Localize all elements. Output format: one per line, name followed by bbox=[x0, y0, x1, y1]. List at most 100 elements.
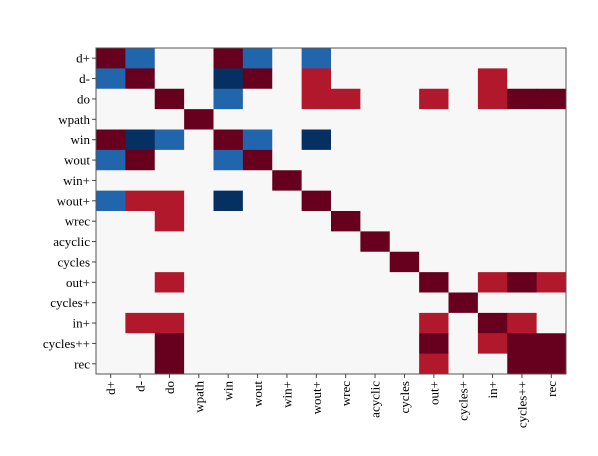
heatmap-cell-acyclic-cycles+ bbox=[448, 231, 479, 253]
heatmap-cell-wpath-out+ bbox=[419, 109, 449, 130]
heatmap-cell-cycles+-d- bbox=[125, 292, 156, 314]
heatmap-cell-in+-rec bbox=[536, 312, 567, 334]
heatmap-cell-acyclic-rec bbox=[536, 231, 567, 253]
heatmap-cell-wout-win+ bbox=[272, 149, 303, 171]
heatmap-cell-out+-cycles bbox=[389, 272, 420, 293]
heatmap-cell-win-d+ bbox=[96, 129, 126, 151]
heatmap-cell-wrec-cycles++ bbox=[507, 211, 538, 232]
x-tick-label-rec: rec bbox=[544, 381, 559, 397]
heatmap-cell-win-do bbox=[154, 129, 185, 151]
heatmap-cell-cycles+-rec bbox=[536, 292, 567, 314]
heatmap-cell-rec-cycles+ bbox=[448, 353, 479, 375]
heatmap-cell-wout-out+ bbox=[419, 149, 449, 171]
heatmap-cell-wout+-rec bbox=[536, 190, 567, 212]
heatmap-cell-d+-cycles bbox=[389, 48, 420, 69]
heatmap-cell-win+-do bbox=[154, 170, 185, 192]
heatmap-cell-out+-wout+ bbox=[301, 272, 332, 293]
heatmap-cell-d--win+ bbox=[272, 68, 303, 90]
y-tick-label-acyclic: acyclic bbox=[53, 234, 90, 249]
x-tick-label-win: win bbox=[221, 381, 236, 401]
heatmap-cell-cycles++-do bbox=[154, 333, 185, 355]
heatmap-cell-do-wout+ bbox=[301, 88, 332, 110]
heatmap-cell-win+-wout bbox=[242, 170, 273, 192]
heatmap-cell-win+-acyclic bbox=[360, 170, 391, 192]
heatmap-cell-win+-win bbox=[213, 170, 244, 192]
x-tick-label-acyclic: acyclic bbox=[368, 381, 383, 418]
heatmap-cell-cycles++-cycles++ bbox=[507, 333, 538, 355]
heatmap-cell-wout+-d+ bbox=[96, 190, 126, 212]
heatmap-cell-cycles+-wout+ bbox=[301, 292, 332, 314]
heatmap-cell-out+-wpath bbox=[184, 272, 214, 293]
heatmap-cell-rec-do bbox=[154, 353, 185, 375]
heatmap-cell-d--acyclic bbox=[360, 68, 391, 90]
heatmap-cell-wrec-win bbox=[213, 211, 244, 232]
heatmap-cell-wrec-rec bbox=[536, 211, 567, 232]
heatmap-cell-d+-in+ bbox=[477, 48, 508, 69]
heatmap-cell-win-cycles+ bbox=[448, 129, 479, 151]
heatmap-cell-wout-win bbox=[213, 149, 244, 171]
heatmap-cell-d--cycles++ bbox=[507, 68, 538, 90]
heatmap-cell-cycles++-wrec bbox=[331, 333, 361, 355]
heatmap-cell-wout+-win bbox=[213, 190, 244, 212]
heatmap-cell-wout-wrec bbox=[331, 149, 361, 171]
heatmap-cell-wrec-cycles+ bbox=[448, 211, 479, 232]
x-tick-label-wpath: wpath bbox=[191, 381, 206, 413]
heatmap-cell-rec-d+ bbox=[96, 353, 126, 375]
heatmap-cell-wpath-wpath bbox=[184, 109, 214, 130]
heatmap-cell-wpath-rec bbox=[536, 109, 567, 130]
heatmap-cell-cycles+-win+ bbox=[272, 292, 303, 314]
heatmap-cell-acyclic-wrec bbox=[331, 231, 361, 253]
heatmap-cell-wrec-win+ bbox=[272, 211, 303, 232]
heatmap-cell-d--wout+ bbox=[301, 68, 332, 90]
heatmap-cell-out+-win+ bbox=[272, 272, 303, 293]
heatmap-cell-wout-d+ bbox=[96, 149, 126, 171]
heatmap-cell-d+-win+ bbox=[272, 48, 303, 69]
heatmap-cell-cycles-wpath bbox=[184, 251, 214, 273]
heatmap-cell-out+-wrec bbox=[331, 272, 361, 293]
heatmap-cell-wpath-acyclic bbox=[360, 109, 391, 130]
heatmap-cell-win-wrec bbox=[331, 129, 361, 151]
heatmap-cell-win-out+ bbox=[419, 129, 449, 151]
heatmap-cell-wout-cycles+ bbox=[448, 149, 479, 171]
y-tick-label-win+: win+ bbox=[63, 173, 90, 188]
heatmap-cell-cycles-wrec bbox=[331, 251, 361, 273]
heatmap-cell-wpath-d+ bbox=[96, 109, 126, 130]
y-tick-label-do: do bbox=[77, 91, 90, 106]
heatmap-cell-rec-wpath bbox=[184, 353, 214, 375]
heatmap-cell-cycles-acyclic bbox=[360, 251, 391, 273]
heatmap-cell-win-wout+ bbox=[301, 129, 332, 151]
heatmap-cell-d+-win bbox=[213, 48, 244, 69]
heatmap-cell-wout+-acyclic bbox=[360, 190, 391, 212]
y-tick-label-wrec: wrec bbox=[65, 214, 90, 229]
heatmap-cell-do-acyclic bbox=[360, 88, 391, 110]
x-tick-label-wrec: wrec bbox=[338, 381, 353, 406]
heatmap-cell-wout-cycles bbox=[389, 149, 420, 171]
heatmap-cell-wpath-wout+ bbox=[301, 109, 332, 130]
heatmap-cell-wpath-win+ bbox=[272, 109, 303, 130]
heatmap-cell-in+-cycles++ bbox=[507, 312, 538, 334]
heatmap-cell-win+-cycles+ bbox=[448, 170, 479, 192]
heatmap-cell-rec-wrec bbox=[331, 353, 361, 375]
heatmap-cell-wrec-acyclic bbox=[360, 211, 391, 232]
heatmap-cell-in+-out+ bbox=[419, 312, 449, 334]
heatmap-cell-cycles-cycles++ bbox=[507, 251, 538, 273]
y-tick-label-win: win bbox=[71, 132, 91, 147]
heatmap-cell-cycles+-wpath bbox=[184, 292, 214, 314]
heatmap-cell-wpath-wout bbox=[242, 109, 273, 130]
heatmap-cell-out+-cycles+ bbox=[448, 272, 479, 293]
heatmap-cell-win+-in+ bbox=[477, 170, 508, 192]
y-tick-label-wpath: wpath bbox=[58, 112, 90, 127]
heatmap-cells bbox=[96, 48, 567, 375]
heatmap-cell-cycles+-do bbox=[154, 292, 185, 314]
heatmap-cell-wout+-wout+ bbox=[301, 190, 332, 212]
heatmap-cell-cycles++-win+ bbox=[272, 333, 303, 355]
heatmap-cell-do-cycles+ bbox=[448, 88, 479, 110]
heatmap-cell-wout+-d- bbox=[125, 190, 156, 212]
heatmap-cell-cycles+-d+ bbox=[96, 292, 126, 314]
heatmap-cell-win+-win+ bbox=[272, 170, 303, 192]
heatmap-cell-win+-wpath bbox=[184, 170, 214, 192]
heatmap-cell-wout+-wout bbox=[242, 190, 273, 212]
y-tick-label-d-: d- bbox=[79, 71, 90, 86]
heatmap-cell-rec-win bbox=[213, 353, 244, 375]
